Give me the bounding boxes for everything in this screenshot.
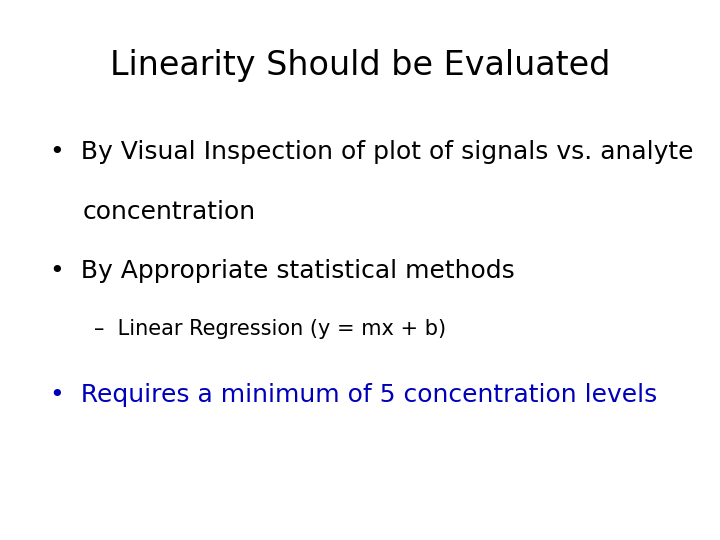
Text: Linearity Should be Evaluated: Linearity Should be Evaluated	[110, 49, 610, 82]
Text: concentration: concentration	[83, 200, 256, 224]
Text: •  By Appropriate statistical methods: • By Appropriate statistical methods	[50, 259, 515, 283]
Text: •  Requires a minimum of 5 concentration levels: • Requires a minimum of 5 concentration …	[50, 383, 657, 407]
Text: –  Linear Regression (y = mx + b): – Linear Regression (y = mx + b)	[94, 319, 446, 339]
Text: •  By Visual Inspection of plot of signals vs. analyte: • By Visual Inspection of plot of signal…	[50, 140, 694, 164]
